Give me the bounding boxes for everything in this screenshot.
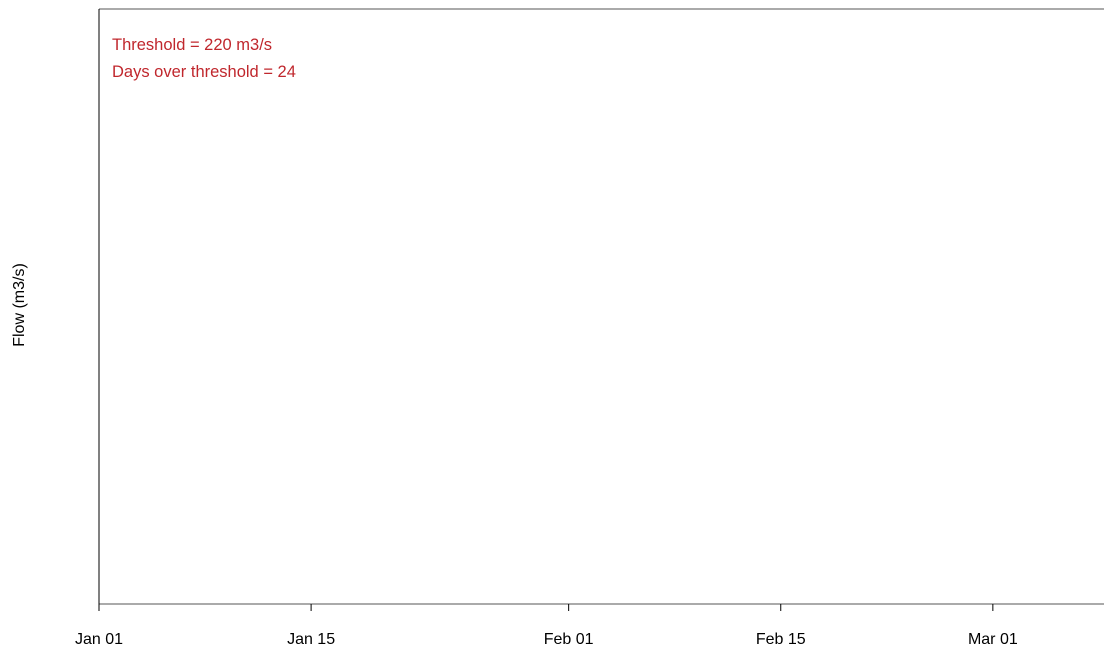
x-tick-label: Feb 01 xyxy=(544,631,594,648)
days-over-annotation: Days over threshold = 24 xyxy=(112,63,296,81)
x-tick-label: Mar 01 xyxy=(968,631,1018,648)
threshold-annotation: Threshold = 220 m3/s xyxy=(112,36,272,54)
x-tick-label: Feb 15 xyxy=(756,631,806,648)
y-axis: 50100200500 xyxy=(98,9,100,604)
plot-frame xyxy=(98,8,1104,605)
x-tick-label: Jan 01 xyxy=(75,631,123,648)
x-axis: Jan 01 Jan 15 Feb 01 Feb 15 Mar 01 xyxy=(75,604,1018,648)
y-axis-title: Flow (m3/s) xyxy=(11,263,28,347)
x-tick-label: Jan 15 xyxy=(287,631,335,648)
